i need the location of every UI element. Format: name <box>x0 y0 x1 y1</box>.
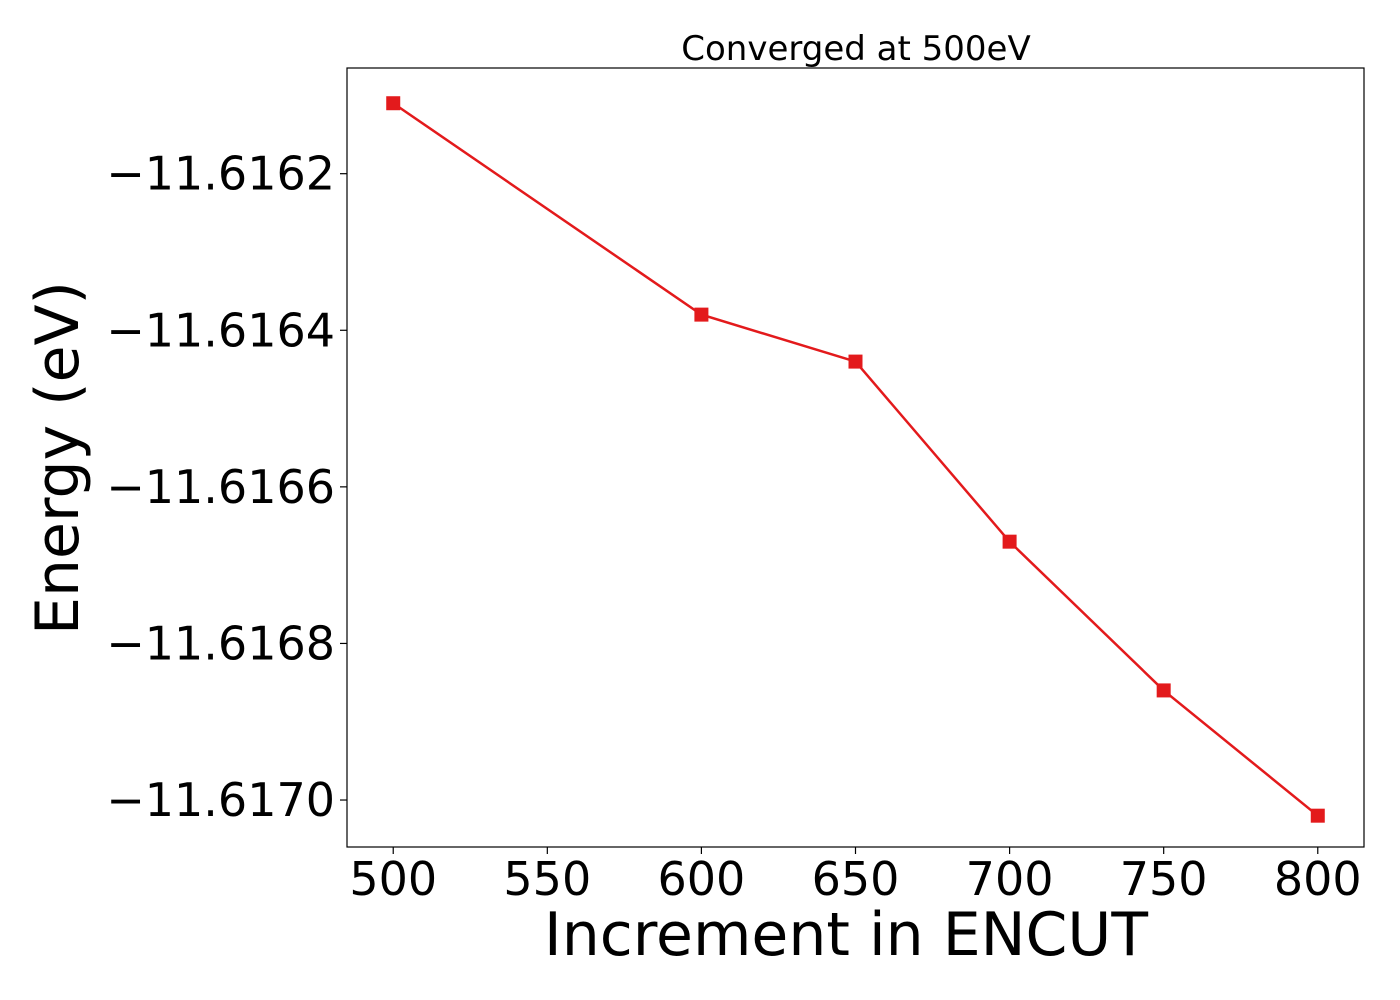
x-tick-label: 750 <box>1120 852 1208 906</box>
x-tick-label: 550 <box>503 852 591 906</box>
x-tick-label: 800 <box>1274 852 1362 906</box>
y-tick-label: −11.6164 <box>106 303 335 357</box>
x-axis: 500 550 600 650 700 750 800 <box>349 847 1362 906</box>
data-point-marker <box>1002 534 1017 549</box>
x-tick-label: 500 <box>349 852 437 906</box>
data-point-marker <box>848 354 863 369</box>
data-point-marker <box>1156 683 1171 698</box>
y-tick-label: −11.6162 <box>106 147 335 201</box>
series-line <box>392 102 1319 817</box>
x-axis-label: Increment in ENCUT <box>544 900 1148 970</box>
series-layer <box>386 96 1325 823</box>
x-tick-label: 600 <box>658 852 746 906</box>
data-point-marker <box>386 96 401 111</box>
y-axis: −11.6162 −11.6164 −11.6166 −11.6168 −11.6170 <box>106 147 347 827</box>
y-tick-label: −11.6170 <box>106 773 335 827</box>
x-tick-label: 700 <box>966 852 1054 906</box>
y-tick-label: −11.6168 <box>106 616 335 670</box>
y-axis-label: Energy (eV) <box>23 281 93 635</box>
data-point-marker <box>1310 808 1325 823</box>
x-tick-label: 650 <box>812 852 900 906</box>
data-point-marker <box>694 307 709 322</box>
chart-title: Converged at 500eV <box>681 29 1030 69</box>
y-tick-label: −11.6166 <box>106 460 335 514</box>
